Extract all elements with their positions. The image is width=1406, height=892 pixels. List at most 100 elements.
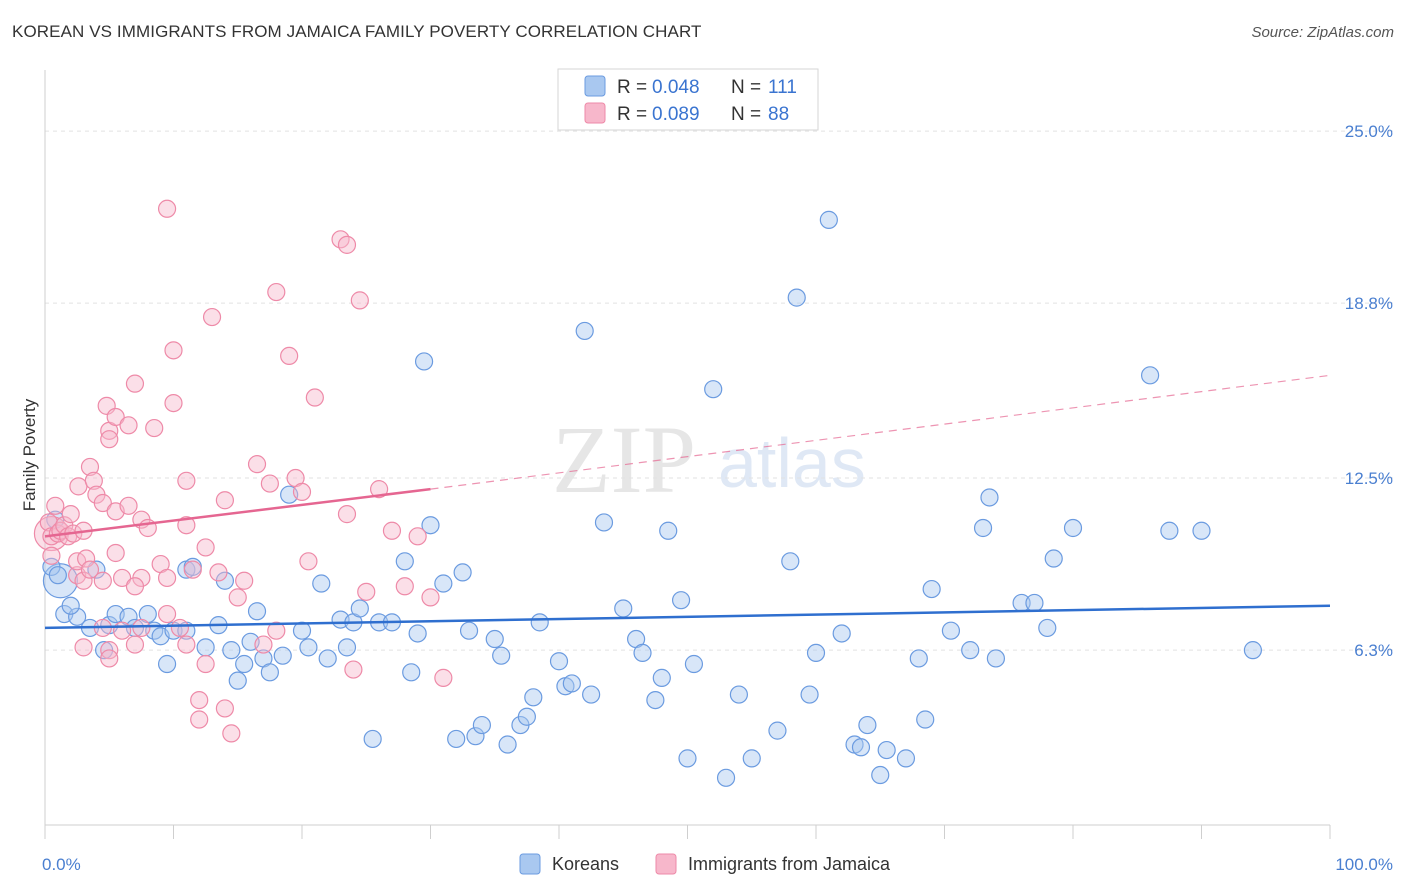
korean-point xyxy=(941,621,961,640)
jamaica-point xyxy=(80,560,100,579)
korean-point xyxy=(1192,521,1211,540)
jamaica-point xyxy=(74,638,93,657)
korean-point xyxy=(819,210,838,229)
korean-point xyxy=(498,735,517,754)
korean-point xyxy=(787,288,806,307)
legend-jamaica-r-label: R = xyxy=(617,104,647,125)
korean-point xyxy=(485,629,504,649)
jamaica-point xyxy=(260,474,279,493)
jamaica-point xyxy=(222,724,241,743)
korean-point xyxy=(671,591,691,610)
korean-point xyxy=(1063,518,1083,538)
korean-point xyxy=(858,715,877,735)
korean-point xyxy=(157,654,177,674)
korean-point xyxy=(704,380,723,399)
legend-koreans-n-label: N = xyxy=(731,77,761,98)
jamaica-point xyxy=(370,480,389,499)
korean-points xyxy=(42,210,1263,787)
bottom-legend-koreans-label: Koreans xyxy=(552,854,619,874)
korean-point xyxy=(562,674,581,693)
korean-point xyxy=(986,649,1006,668)
legend-jamaica-n-value: 88 xyxy=(768,104,789,125)
chart-source: Source: ZipAtlas.com xyxy=(1251,24,1394,41)
jamaica-point xyxy=(42,546,61,565)
korean-point xyxy=(453,563,472,582)
jamaica-point xyxy=(292,482,312,502)
korean-point xyxy=(1140,366,1160,385)
korean-point xyxy=(273,646,292,665)
korean-point xyxy=(742,749,761,768)
korean-point xyxy=(61,596,80,615)
jamaica-point xyxy=(132,618,151,638)
korean-point xyxy=(781,552,800,571)
korean-point xyxy=(678,749,697,768)
jamaica-point xyxy=(228,588,247,607)
jamaica-point xyxy=(337,505,357,524)
jamaica-point xyxy=(267,621,286,640)
jamaica-point xyxy=(170,618,190,638)
watermark-atlas: atlas xyxy=(718,424,866,502)
watermark-zip: ZIP xyxy=(552,406,696,513)
jamaica-point xyxy=(93,493,112,513)
jamaica-point xyxy=(69,477,88,496)
korean-point xyxy=(222,641,241,660)
korean-point xyxy=(517,707,536,726)
bottom-legend-koreans-swatch xyxy=(519,853,541,875)
jamaica-point xyxy=(112,621,132,640)
jamaica-point xyxy=(344,660,363,679)
korean-point xyxy=(299,638,318,657)
korean-point xyxy=(447,729,466,749)
jamaica-point xyxy=(157,568,177,588)
korean-point xyxy=(614,599,633,618)
legend-jamaica-r-value: 0.089 xyxy=(652,104,700,125)
korean-point xyxy=(530,613,549,632)
korean-point xyxy=(877,740,896,760)
y-tick-label: 25.0% xyxy=(1345,122,1393,141)
jamaica-point xyxy=(157,604,177,624)
y-tick-label: 12.5% xyxy=(1345,469,1393,488)
jamaica-point xyxy=(100,649,119,668)
korean-point xyxy=(961,641,980,660)
korean-point xyxy=(652,668,671,687)
legend-koreans-swatch xyxy=(584,75,606,97)
jamaica-point xyxy=(119,496,138,515)
korean-point xyxy=(1160,521,1179,540)
jamaica-point xyxy=(202,307,222,327)
jamaica-point xyxy=(46,496,65,515)
jamaica-point xyxy=(254,635,273,654)
korean-point xyxy=(1044,549,1063,568)
jamaica-point xyxy=(357,582,376,601)
korean-point xyxy=(68,607,87,626)
korean-point xyxy=(434,574,453,593)
jamaica-point xyxy=(125,635,145,654)
bottom-legend-jamaica-swatch xyxy=(655,853,677,875)
jamaica-point xyxy=(267,282,286,302)
jamaica-point xyxy=(247,455,267,474)
korean-point xyxy=(684,654,704,674)
jamaica-point xyxy=(80,457,100,477)
korean-point xyxy=(414,352,434,371)
trend-lines xyxy=(44,374,1331,630)
jamaica-point xyxy=(395,577,414,596)
jamaica-point xyxy=(421,588,440,607)
jamaica-point xyxy=(157,199,177,218)
legend-koreans-n-value: 111 xyxy=(768,77,797,98)
korean-point xyxy=(729,685,749,704)
jamaica-point xyxy=(209,563,228,582)
korean-point xyxy=(196,638,215,657)
jamaica-point xyxy=(215,491,234,510)
jamaica-point xyxy=(215,699,234,718)
korean-point xyxy=(1243,641,1263,660)
korean-point xyxy=(549,652,569,671)
korean-point xyxy=(851,738,871,757)
jamaica-point xyxy=(145,418,164,438)
korean-point xyxy=(980,488,999,507)
korean-point xyxy=(973,518,993,538)
korean-point xyxy=(896,749,916,768)
y-tick-label: 18.8% xyxy=(1345,294,1393,313)
jamaica-point xyxy=(177,471,196,490)
jamaica-point xyxy=(382,521,402,540)
legend-koreans-r-label: R = xyxy=(617,77,647,98)
jamaica-point xyxy=(235,571,254,590)
